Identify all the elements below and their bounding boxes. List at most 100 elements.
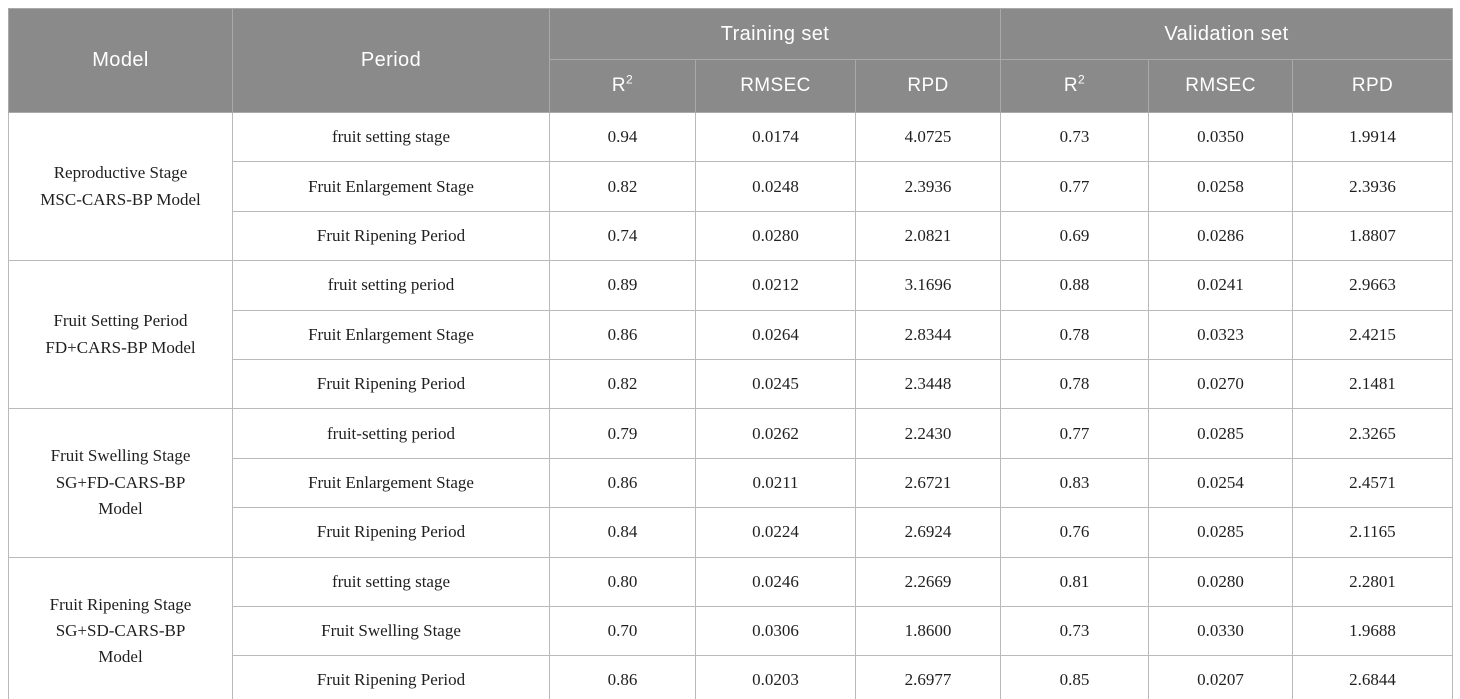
validation-rpd-cell: 2.3936 (1292, 161, 1454, 212)
validation-r2-cell: 0.77 (1000, 408, 1150, 459)
validation-rmsec-cell: 0.0207 (1148, 655, 1294, 699)
period-cell: fruit setting stage (232, 556, 550, 607)
model-name-line: SG+FD-CARS-BP (55, 472, 186, 492)
r2-label: R (1063, 75, 1079, 96)
model-cell: Fruit Setting Period FD+CARS-BP Model (8, 260, 233, 410)
validation-rpd-cell: 2.1165 (1292, 507, 1454, 558)
validation-r2-cell: 0.73 (1000, 111, 1150, 163)
validation-rmsec-cell: 0.0323 (1148, 309, 1294, 360)
validation-r2-cell: 0.85 (1000, 655, 1150, 699)
training-r2-cell: 0.89 (549, 260, 696, 311)
col-header-validation-set: Validation set (1000, 8, 1454, 60)
results-table-header: Model Period Training set Validation set… (8, 8, 1454, 113)
training-rmsec-cell: 0.0280 (695, 210, 856, 262)
r2-superscript: 2 (626, 72, 634, 87)
model-name-line: FD+CARS-BP Model (45, 337, 196, 357)
training-rpd-cell: 2.3448 (854, 358, 1002, 410)
period-cell: fruit setting stage (232, 111, 550, 163)
validation-rpd-cell: 1.8807 (1292, 210, 1454, 262)
validation-rpd-cell: 2.9663 (1292, 260, 1454, 311)
training-r2-cell: 0.70 (549, 605, 696, 657)
model-name-line: Fruit Setting Period (53, 311, 188, 331)
model-cell: Reproductive Stage MSC-CARS-BP Model (8, 111, 233, 262)
r2-label: R (611, 75, 627, 96)
validation-r2-cell: 0.81 (1000, 556, 1150, 607)
validation-rmsec-cell: 0.0258 (1148, 161, 1294, 212)
col-header-period: Period (232, 8, 550, 113)
validation-rpd-cell: 1.9914 (1292, 111, 1454, 163)
training-rpd-cell: 1.8600 (854, 605, 1002, 657)
training-rmsec-cell: 0.0262 (695, 408, 856, 459)
training-rpd-cell: 4.0725 (854, 111, 1002, 163)
validation-rpd-cell: 2.2801 (1292, 556, 1454, 607)
validation-r2-cell: 0.76 (1000, 507, 1150, 558)
training-r2-cell: 0.86 (549, 457, 696, 509)
period-cell: Fruit Ripening Period (232, 655, 550, 699)
period-cell: Fruit Enlargement Stage (232, 161, 550, 212)
validation-rmsec-cell: 0.0350 (1148, 111, 1294, 163)
training-rmsec-cell: 0.0212 (695, 260, 856, 311)
validation-r2-cell: 0.69 (1000, 210, 1150, 262)
validation-rpd-cell: 2.3265 (1292, 408, 1454, 459)
col-header-validation-rmsec: RMSEC (1148, 59, 1294, 113)
training-rmsec-cell: 0.0203 (695, 655, 856, 699)
validation-rmsec-cell: 0.0286 (1148, 210, 1294, 262)
period-cell: Fruit Enlargement Stage (232, 457, 550, 509)
validation-rpd-cell: 2.6844 (1292, 655, 1454, 699)
validation-rpd-cell: 2.4571 (1292, 457, 1454, 509)
validation-rpd-cell: 2.1481 (1292, 358, 1454, 410)
training-rpd-cell: 2.6977 (854, 655, 1002, 699)
table-row: Fruit Ripening Period 0.82 0.0245 2.3448 0.7… (9, 358, 1454, 410)
model-name-line: Fruit Ripening Stage (49, 594, 192, 614)
validation-r2-cell: 0.83 (1000, 457, 1150, 509)
validation-r2-cell: 0.78 (1000, 358, 1150, 410)
table-row: Fruit Ripening Stage SG+SD-CARS-BP Model fr… (8, 556, 1454, 699)
training-r2-cell: 0.86 (549, 655, 696, 699)
model-cell: Fruit Swelling Stage SG+FD-CARS-BP Model (8, 408, 233, 558)
training-r2-cell: 0.82 (549, 358, 696, 410)
model-name-line: Model (98, 499, 143, 519)
period-cell: Fruit Ripening Period (232, 210, 550, 262)
period-cell: fruit setting period (232, 260, 550, 311)
table-row: Fruit Ripening Period 0.84 0.0224 2.6924 0.7… (9, 507, 1454, 558)
training-rmsec-cell: 0.0174 (695, 111, 856, 163)
model-name-line: Model (98, 647, 143, 667)
training-rpd-cell: 3.1696 (854, 260, 1002, 311)
validation-r2-cell: 0.77 (1000, 161, 1150, 212)
training-rpd-cell: 2.0821 (854, 210, 1002, 262)
training-rmsec-cell: 0.0248 (695, 161, 856, 212)
validation-rmsec-cell: 0.0280 (1148, 556, 1294, 607)
training-rmsec-cell: 0.0245 (695, 358, 856, 410)
training-rpd-cell: 2.3936 (854, 161, 1002, 212)
training-r2-cell: 0.74 (549, 210, 696, 262)
training-r2-cell: 0.79 (549, 408, 696, 459)
table-row: Fruit Swelling Stage 0.70 0.0306 1.8600 0.73… (9, 605, 1454, 657)
validation-rmsec-cell: 0.0241 (1148, 260, 1294, 311)
results-table-body: Reproductive Stage MSC-CARS-BP Model fruit… (8, 111, 1454, 699)
col-header-training-rmsec: RMSEC (695, 59, 856, 113)
training-rmsec-cell: 0.0224 (695, 507, 856, 558)
model-name-line: Fruit Swelling Stage (50, 446, 191, 466)
validation-r2-cell: 0.73 (1000, 605, 1150, 657)
col-header-model: Model (8, 8, 233, 113)
period-cell: Fruit Enlargement Stage (232, 309, 550, 360)
model-name-line: SG+SD-CARS-BP (55, 620, 186, 640)
training-rmsec-cell: 0.0306 (695, 605, 856, 657)
model-name-line: MSC-CARS-BP Model (40, 189, 201, 209)
training-r2-cell: 0.94 (549, 111, 696, 163)
col-header-training-set: Training set (548, 8, 1002, 60)
training-r2-cell: 0.82 (549, 161, 696, 212)
header-row-metrics: R2 RMSEC RPD R2 RMSEC RPD (9, 59, 1454, 113)
training-rmsec-cell: 0.0264 (695, 309, 856, 360)
training-rpd-cell: 2.2669 (854, 556, 1002, 607)
col-header-training-r2: R2 (549, 59, 696, 113)
period-cell: Fruit Swelling Stage (232, 605, 550, 657)
validation-r2-cell: 0.88 (1000, 260, 1150, 311)
model-name-line: Reproductive Stage (53, 163, 188, 183)
r2-superscript: 2 (1078, 72, 1086, 87)
table-row: Reproductive Stage MSC-CARS-BP Model fruit… (8, 111, 1454, 262)
model-cell: Fruit Ripening Stage SG+SD-CARS-BP Model (8, 556, 233, 699)
validation-rmsec-cell: 0.0254 (1148, 457, 1294, 509)
header-row-groups: Model Period Training set Validation set (8, 8, 1454, 113)
